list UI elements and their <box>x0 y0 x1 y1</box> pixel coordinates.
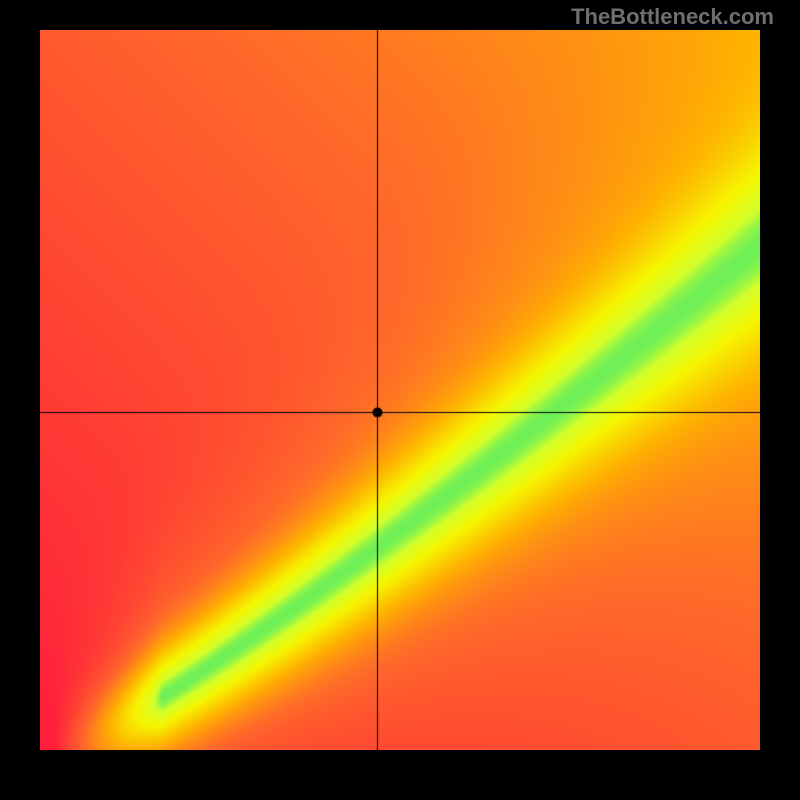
watermark-text: TheBottleneck.com <box>571 4 774 30</box>
bottleneck-heatmap <box>40 30 760 750</box>
chart-stage: TheBottleneck.com <box>0 0 800 800</box>
